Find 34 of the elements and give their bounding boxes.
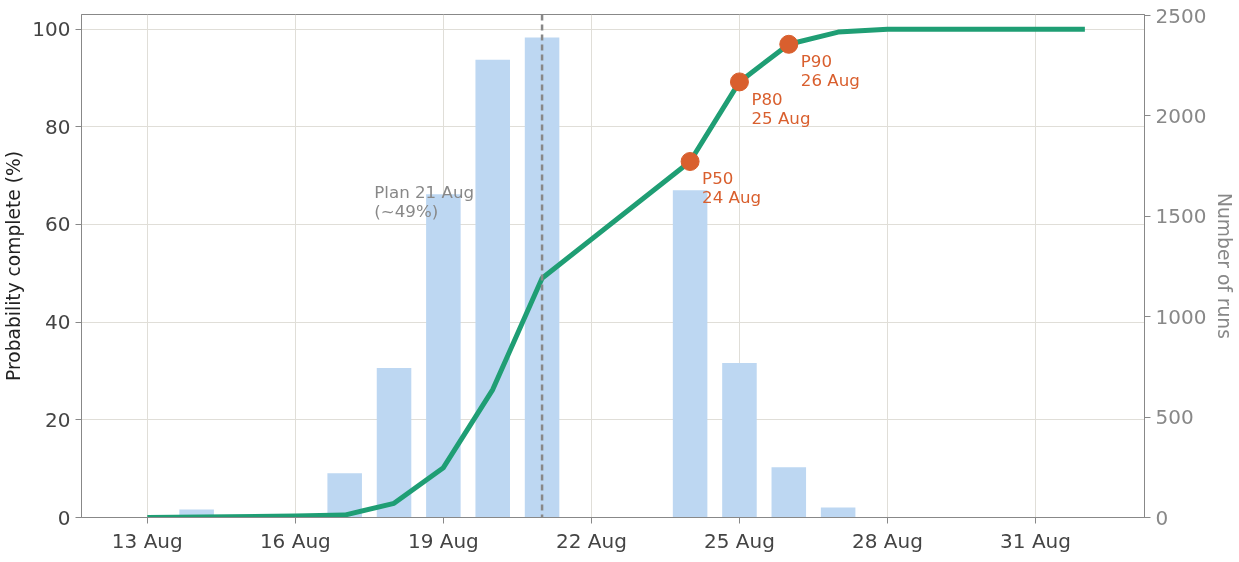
y-tick-label: 80 [45,114,71,139]
bar [524,37,560,518]
annotation: P90 26 Aug [800,52,860,91]
annotation: P50 24 Aug [702,169,762,208]
bar [722,362,757,518]
x-tick-label: 13 Aug [111,528,183,553]
point [680,152,700,171]
x-tick-label: 25 Aug [704,528,775,553]
annotation: P80 25 Aug [751,89,811,128]
x-tick-label: 28 Aug [852,528,923,553]
point [729,72,749,92]
y2-tick-label: 500 [1155,405,1194,430]
y-tick-label: 100 [32,17,71,42]
bar [475,59,510,518]
y-tick-label: 0 [57,505,71,530]
y2-tick-label: 0 [1155,505,1169,530]
y2-axis-title: Number of runs [1214,193,1236,339]
y2-tick-label: 2500 [1155,3,1207,28]
bar [771,467,807,518]
x-tick-label: 19 Aug [407,528,479,553]
y2-tick-label: 1000 [1155,304,1207,329]
x-tick-label: 16 Aug [259,528,331,553]
y-tick-label: 40 [45,310,71,335]
y-tick-label: 60 [45,212,71,237]
y2-tick-label: 2000 [1155,103,1207,128]
x-tick-label: 22 Aug [555,528,627,553]
point [779,34,799,54]
y-axis-title: Probability complete (%) [3,151,25,381]
x-tick-label: 31 Aug [1000,528,1071,553]
bar [376,367,412,518]
bar [820,507,856,518]
ref-line-label: Plan 21 Aug (~49%) [374,182,475,221]
y-tick-label: 20 [45,407,71,432]
y2-tick-label: 1500 [1155,204,1207,229]
